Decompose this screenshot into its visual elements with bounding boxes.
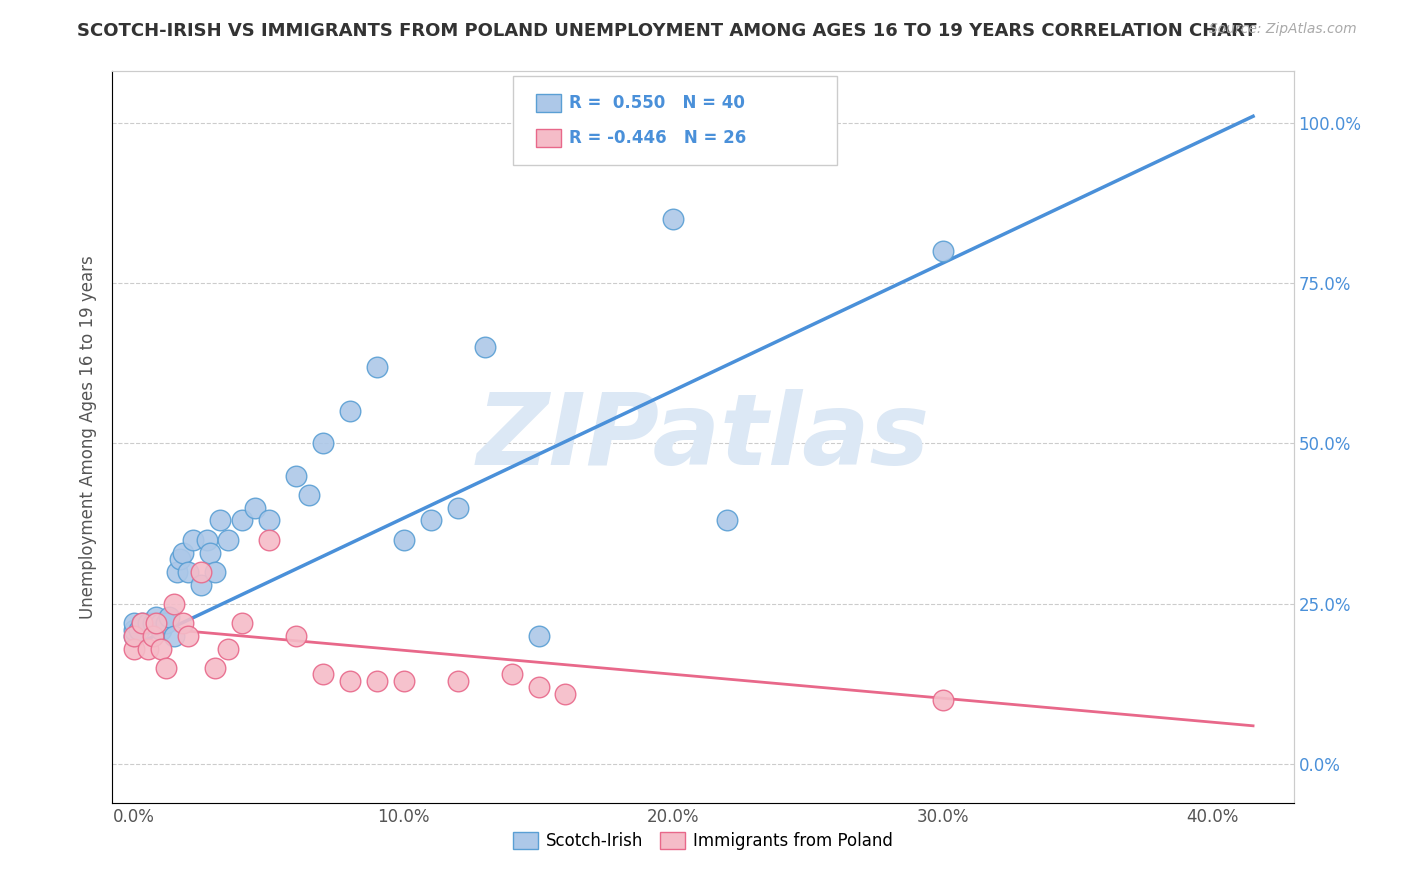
Point: [169, 552, 191, 566]
Point: [419, 514, 441, 528]
Text: R =  0.550   N = 40: R = 0.550 N = 40: [569, 94, 745, 112]
Point: [932, 244, 955, 258]
Point: [131, 616, 153, 631]
Point: [150, 616, 173, 631]
Point: [392, 533, 415, 547]
Point: [527, 681, 550, 695]
Point: [150, 623, 173, 637]
Point: [172, 545, 194, 559]
Point: [339, 673, 361, 688]
Point: [366, 673, 388, 688]
Point: [198, 545, 221, 559]
Point: [142, 629, 165, 643]
Point: [312, 667, 335, 681]
Point: [145, 616, 167, 631]
Point: [716, 514, 738, 528]
Point: [145, 609, 167, 624]
Point: [231, 514, 253, 528]
Point: [155, 616, 177, 631]
Point: [312, 436, 335, 450]
Point: [284, 629, 307, 643]
Point: [284, 468, 307, 483]
Point: [217, 641, 239, 656]
Point: [446, 673, 468, 688]
Point: [157, 609, 180, 624]
Text: ZIPatlas: ZIPatlas: [477, 389, 929, 485]
Point: [298, 488, 321, 502]
Point: [172, 616, 194, 631]
Point: [257, 533, 280, 547]
Point: [195, 533, 218, 547]
Point: [190, 565, 212, 579]
Point: [245, 500, 267, 515]
Point: [501, 667, 523, 681]
Point: [136, 641, 159, 656]
Point: [209, 514, 232, 528]
Text: Source: ZipAtlas.com: Source: ZipAtlas.com: [1209, 22, 1357, 37]
Point: [136, 616, 159, 631]
Point: [166, 565, 188, 579]
Point: [204, 661, 226, 675]
Point: [231, 616, 253, 631]
Point: [122, 629, 145, 643]
Point: [183, 533, 205, 547]
Point: [554, 687, 576, 701]
Point: [163, 597, 186, 611]
Point: [662, 211, 685, 226]
Point: [257, 514, 280, 528]
Point: [474, 340, 496, 354]
Point: [142, 616, 165, 631]
Point: [150, 641, 173, 656]
Point: [122, 629, 145, 643]
Point: [446, 500, 468, 515]
Text: R = -0.446   N = 26: R = -0.446 N = 26: [569, 129, 747, 147]
Point: [177, 565, 200, 579]
Point: [155, 661, 177, 675]
Point: [122, 616, 145, 631]
Point: [932, 693, 955, 707]
Point: [366, 359, 388, 374]
Text: SCOTCH-IRISH VS IMMIGRANTS FROM POLAND UNEMPLOYMENT AMONG AGES 16 TO 19 YEARS CO: SCOTCH-IRISH VS IMMIGRANTS FROM POLAND U…: [77, 22, 1257, 40]
Point: [128, 623, 150, 637]
Point: [131, 616, 153, 631]
Point: [339, 404, 361, 418]
Point: [217, 533, 239, 547]
Point: [204, 565, 226, 579]
Point: [190, 577, 212, 591]
Legend: Scotch-Irish, Immigrants from Poland: Scotch-Irish, Immigrants from Poland: [506, 825, 900, 856]
Point: [163, 629, 186, 643]
Point: [177, 629, 200, 643]
Point: [392, 673, 415, 688]
Y-axis label: Unemployment Among Ages 16 to 19 years: Unemployment Among Ages 16 to 19 years: [79, 255, 97, 619]
Point: [122, 641, 145, 656]
Point: [122, 623, 145, 637]
Point: [527, 629, 550, 643]
